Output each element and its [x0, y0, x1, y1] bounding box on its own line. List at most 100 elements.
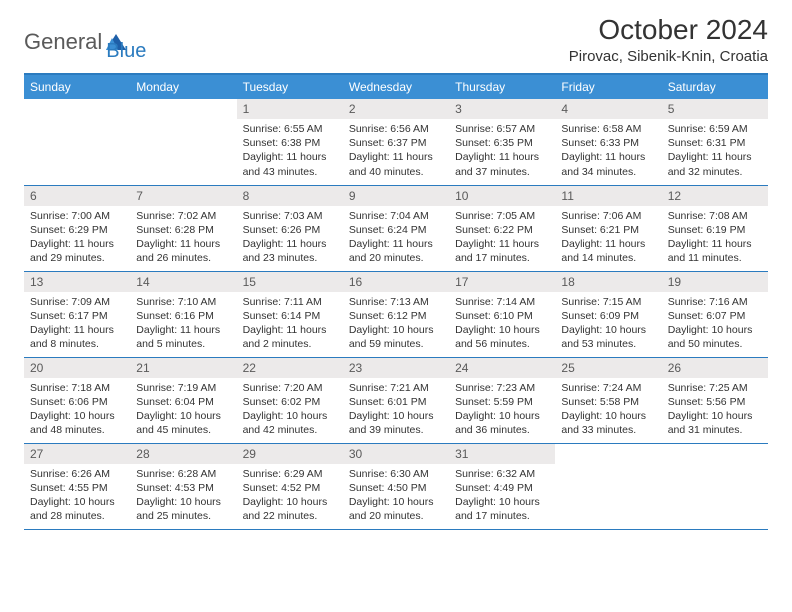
calendar-wrap: Sunday Monday Tuesday Wednesday Thursday…: [24, 73, 768, 530]
day-number: 2: [343, 99, 449, 119]
day-number: 1: [237, 99, 343, 119]
day-number: 6: [24, 186, 130, 206]
day-body: Sunrise: 6:29 AMSunset: 4:52 PMDaylight:…: [237, 464, 343, 528]
calendar-cell: 28Sunrise: 6:28 AMSunset: 4:53 PMDayligh…: [130, 443, 236, 529]
day-number: 12: [662, 186, 768, 206]
calendar-cell: 12Sunrise: 7:08 AMSunset: 6:19 PMDayligh…: [662, 185, 768, 271]
logo-word-2: Blue: [106, 20, 146, 63]
day-body: Sunrise: 6:57 AMSunset: 6:35 PMDaylight:…: [449, 119, 555, 183]
day-body: Sunrise: 7:02 AMSunset: 6:28 PMDaylight:…: [130, 206, 236, 270]
day-body: Sunrise: 7:18 AMSunset: 6:06 PMDaylight:…: [24, 378, 130, 442]
calendar-table: Sunday Monday Tuesday Wednesday Thursday…: [24, 75, 768, 530]
calendar-cell: [130, 99, 236, 185]
day-body: Sunrise: 7:13 AMSunset: 6:12 PMDaylight:…: [343, 292, 449, 356]
calendar-cell: 4Sunrise: 6:58 AMSunset: 6:33 PMDaylight…: [555, 99, 661, 185]
calendar-cell: 31Sunrise: 6:32 AMSunset: 4:49 PMDayligh…: [449, 443, 555, 529]
calendar-cell: 25Sunrise: 7:24 AMSunset: 5:58 PMDayligh…: [555, 357, 661, 443]
calendar-cell: 6Sunrise: 7:00 AMSunset: 6:29 PMDaylight…: [24, 185, 130, 271]
day-body: Sunrise: 7:11 AMSunset: 6:14 PMDaylight:…: [237, 292, 343, 356]
calendar-cell: 24Sunrise: 7:23 AMSunset: 5:59 PMDayligh…: [449, 357, 555, 443]
calendar-row: 1Sunrise: 6:55 AMSunset: 6:38 PMDaylight…: [24, 99, 768, 185]
day-number: 17: [449, 272, 555, 292]
day-number: 8: [237, 186, 343, 206]
day-body: Sunrise: 7:20 AMSunset: 6:02 PMDaylight:…: [237, 378, 343, 442]
weekday-header: Tuesday: [237, 75, 343, 99]
day-body: Sunrise: 7:06 AMSunset: 6:21 PMDaylight:…: [555, 206, 661, 270]
calendar-cell: 23Sunrise: 7:21 AMSunset: 6:01 PMDayligh…: [343, 357, 449, 443]
calendar-cell: 21Sunrise: 7:19 AMSunset: 6:04 PMDayligh…: [130, 357, 236, 443]
calendar-row: 13Sunrise: 7:09 AMSunset: 6:17 PMDayligh…: [24, 271, 768, 357]
day-body: Sunrise: 7:24 AMSunset: 5:58 PMDaylight:…: [555, 378, 661, 442]
day-number: 22: [237, 358, 343, 378]
calendar-cell: 2Sunrise: 6:56 AMSunset: 6:37 PMDaylight…: [343, 99, 449, 185]
day-body: Sunrise: 6:32 AMSunset: 4:49 PMDaylight:…: [449, 464, 555, 528]
day-number: 27: [24, 444, 130, 464]
day-number: 3: [449, 99, 555, 119]
calendar-cell: 16Sunrise: 7:13 AMSunset: 6:12 PMDayligh…: [343, 271, 449, 357]
day-number: 18: [555, 272, 661, 292]
day-number: 24: [449, 358, 555, 378]
calendar-cell: 30Sunrise: 6:30 AMSunset: 4:50 PMDayligh…: [343, 443, 449, 529]
day-body: Sunrise: 6:28 AMSunset: 4:53 PMDaylight:…: [130, 464, 236, 528]
weekday-header: Monday: [130, 75, 236, 99]
calendar-cell: 20Sunrise: 7:18 AMSunset: 6:06 PMDayligh…: [24, 357, 130, 443]
calendar-row: 6Sunrise: 7:00 AMSunset: 6:29 PMDaylight…: [24, 185, 768, 271]
day-number: 19: [662, 272, 768, 292]
calendar-row: 27Sunrise: 6:26 AMSunset: 4:55 PMDayligh…: [24, 443, 768, 529]
day-number: 16: [343, 272, 449, 292]
day-body: Sunrise: 7:08 AMSunset: 6:19 PMDaylight:…: [662, 206, 768, 270]
calendar-cell: 13Sunrise: 7:09 AMSunset: 6:17 PMDayligh…: [24, 271, 130, 357]
day-number: 5: [662, 99, 768, 119]
calendar-cell: 18Sunrise: 7:15 AMSunset: 6:09 PMDayligh…: [555, 271, 661, 357]
day-number: 11: [555, 186, 661, 206]
weekday-header: Sunday: [24, 75, 130, 99]
calendar-cell: [662, 443, 768, 529]
day-number: 25: [555, 358, 661, 378]
day-number: 14: [130, 272, 236, 292]
calendar-cell: 26Sunrise: 7:25 AMSunset: 5:56 PMDayligh…: [662, 357, 768, 443]
calendar-cell: 14Sunrise: 7:10 AMSunset: 6:16 PMDayligh…: [130, 271, 236, 357]
logo: General Blue: [24, 14, 146, 63]
calendar-cell: 22Sunrise: 7:20 AMSunset: 6:02 PMDayligh…: [237, 357, 343, 443]
day-body: Sunrise: 7:16 AMSunset: 6:07 PMDaylight:…: [662, 292, 768, 356]
day-number: 9: [343, 186, 449, 206]
day-number: 21: [130, 358, 236, 378]
day-number: 7: [130, 186, 236, 206]
day-body: Sunrise: 7:19 AMSunset: 6:04 PMDaylight:…: [130, 378, 236, 442]
day-body: Sunrise: 7:09 AMSunset: 6:17 PMDaylight:…: [24, 292, 130, 356]
day-number: 30: [343, 444, 449, 464]
day-body: Sunrise: 7:14 AMSunset: 6:10 PMDaylight:…: [449, 292, 555, 356]
day-number: 28: [130, 444, 236, 464]
day-body: Sunrise: 6:59 AMSunset: 6:31 PMDaylight:…: [662, 119, 768, 183]
calendar-row: 20Sunrise: 7:18 AMSunset: 6:06 PMDayligh…: [24, 357, 768, 443]
day-body: Sunrise: 7:21 AMSunset: 6:01 PMDaylight:…: [343, 378, 449, 442]
day-number: 26: [662, 358, 768, 378]
calendar-cell: 3Sunrise: 6:57 AMSunset: 6:35 PMDaylight…: [449, 99, 555, 185]
calendar-cell: 15Sunrise: 7:11 AMSunset: 6:14 PMDayligh…: [237, 271, 343, 357]
day-body: Sunrise: 6:26 AMSunset: 4:55 PMDaylight:…: [24, 464, 130, 528]
calendar-cell: 9Sunrise: 7:04 AMSunset: 6:24 PMDaylight…: [343, 185, 449, 271]
day-number: 29: [237, 444, 343, 464]
day-number: 4: [555, 99, 661, 119]
day-body: Sunrise: 6:30 AMSunset: 4:50 PMDaylight:…: [343, 464, 449, 528]
calendar-cell: 5Sunrise: 6:59 AMSunset: 6:31 PMDaylight…: [662, 99, 768, 185]
calendar-cell: 1Sunrise: 6:55 AMSunset: 6:38 PMDaylight…: [237, 99, 343, 185]
location: Pirovac, Sibenik-Knin, Croatia: [569, 48, 768, 65]
logo-word-1: General: [24, 29, 102, 55]
calendar-cell: 29Sunrise: 6:29 AMSunset: 4:52 PMDayligh…: [237, 443, 343, 529]
calendar-cell: 17Sunrise: 7:14 AMSunset: 6:10 PMDayligh…: [449, 271, 555, 357]
day-body: Sunrise: 7:23 AMSunset: 5:59 PMDaylight:…: [449, 378, 555, 442]
calendar-cell: [555, 443, 661, 529]
day-number: 23: [343, 358, 449, 378]
title-block: October 2024 Pirovac, Sibenik-Knin, Croa…: [569, 14, 768, 65]
day-number: 13: [24, 272, 130, 292]
weekday-row: Sunday Monday Tuesday Wednesday Thursday…: [24, 75, 768, 99]
month-title: October 2024: [569, 14, 768, 46]
calendar-cell: [24, 99, 130, 185]
day-body: Sunrise: 7:10 AMSunset: 6:16 PMDaylight:…: [130, 292, 236, 356]
header: General Blue October 2024 Pirovac, Siben…: [24, 14, 768, 65]
weekday-header: Friday: [555, 75, 661, 99]
day-body: Sunrise: 6:56 AMSunset: 6:37 PMDaylight:…: [343, 119, 449, 183]
day-body: Sunrise: 7:15 AMSunset: 6:09 PMDaylight:…: [555, 292, 661, 356]
day-body: Sunrise: 7:05 AMSunset: 6:22 PMDaylight:…: [449, 206, 555, 270]
